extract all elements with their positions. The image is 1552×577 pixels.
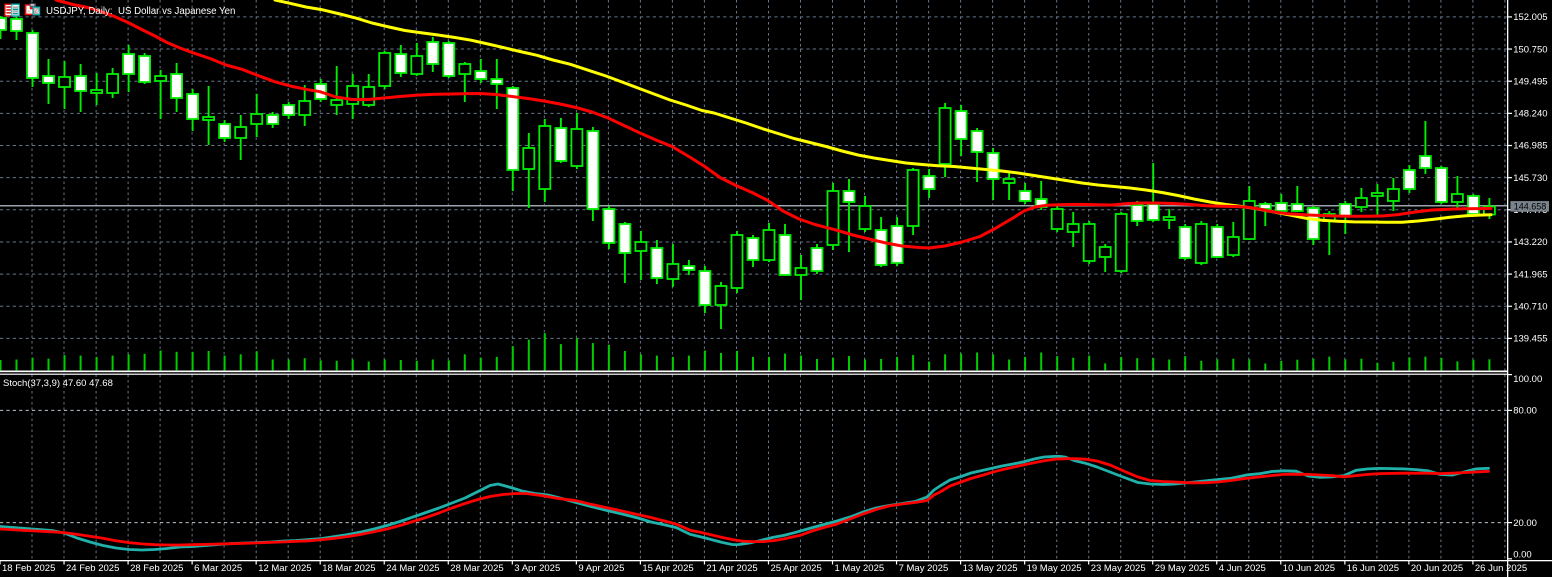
svg-text:144.658: 144.658 [1514,201,1547,211]
svg-text:150.750: 150.750 [1513,44,1547,55]
svg-text:18 Feb 2025: 18 Feb 2025 [2,563,55,574]
svg-text:29 May 2025: 29 May 2025 [1155,563,1210,574]
svg-text:145.730: 145.730 [1513,173,1547,184]
svg-text:21 Apr 2025: 21 Apr 2025 [706,563,757,574]
svg-text:25 Apr 2025: 25 Apr 2025 [771,563,822,574]
svg-text:12 Mar 2025: 12 Mar 2025 [258,563,311,574]
svg-text:148.240: 148.240 [1513,109,1547,120]
svg-text:4 Jun 2025: 4 Jun 2025 [1219,563,1266,574]
svg-text:140.710: 140.710 [1513,301,1547,312]
svg-text:10 Jun 2025: 10 Jun 2025 [1283,563,1335,574]
svg-text:9 Apr 2025: 9 Apr 2025 [578,563,624,574]
svg-text:19 May 2025: 19 May 2025 [1027,563,1082,574]
svg-text:13 May 2025: 13 May 2025 [963,563,1018,574]
svg-text:143.220: 143.220 [1513,237,1547,248]
svg-text:1 May 2025: 1 May 2025 [835,563,885,574]
svg-text:20.00: 20.00 [1513,518,1537,529]
svg-text:80.00: 80.00 [1513,406,1537,417]
svg-text:15 Apr 2025: 15 Apr 2025 [642,563,693,574]
svg-text:26 Jun 2025: 26 Jun 2025 [1475,563,1527,574]
svg-text:24 Mar 2025: 24 Mar 2025 [386,563,439,574]
svg-text:Stoch(37,3,9) 47.60 47.68: Stoch(37,3,9) 47.60 47.68 [3,378,113,389]
svg-text:152.005: 152.005 [1513,12,1547,23]
svg-text:6 Mar 2025: 6 Mar 2025 [194,563,242,574]
svg-text:149.495: 149.495 [1513,76,1547,87]
svg-text:24 Feb 2025: 24 Feb 2025 [66,563,119,574]
svg-text:20 Jun 2025: 20 Jun 2025 [1411,563,1463,574]
svg-text:3 Apr 2025: 3 Apr 2025 [514,563,560,574]
svg-text:23 May 2025: 23 May 2025 [1091,563,1146,574]
svg-text:28 Mar 2025: 28 Mar 2025 [450,563,503,574]
svg-text:146.985: 146.985 [1513,141,1547,152]
svg-text:USDJPY, Daily: US Dollar vs J: USDJPY, Daily: US Dollar vs Japanese Yen [46,6,235,17]
svg-text:100.00: 100.00 [1513,374,1542,385]
svg-text:7 May 2025: 7 May 2025 [899,563,949,574]
svg-text:16 Jun 2025: 16 Jun 2025 [1347,563,1399,574]
svg-text:28 Feb 2025: 28 Feb 2025 [130,563,183,574]
svg-text:18 Mar 2025: 18 Mar 2025 [322,563,375,574]
svg-text:139.455: 139.455 [1513,334,1547,345]
svg-text:141.965: 141.965 [1513,269,1547,280]
svg-text:0.00: 0.00 [1513,549,1532,560]
